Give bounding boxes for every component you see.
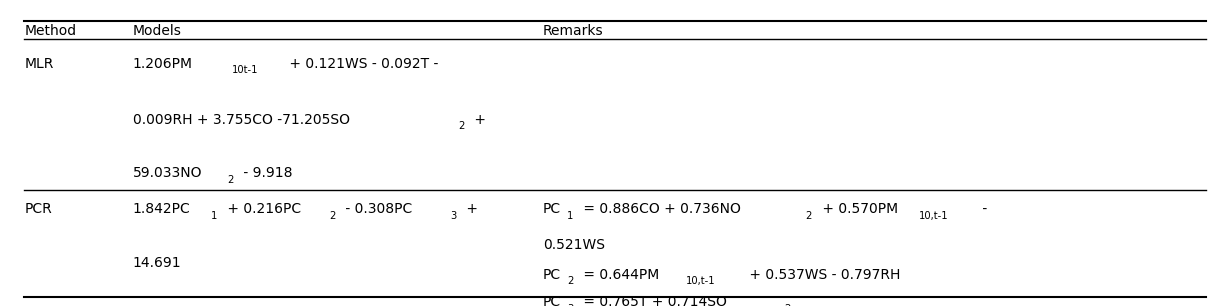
Text: PCR: PCR (25, 203, 52, 216)
Text: Remarks: Remarks (542, 24, 603, 38)
Text: PC: PC (542, 296, 561, 306)
Text: 1.206PM: 1.206PM (133, 57, 193, 71)
Text: = 0.644PM: = 0.644PM (579, 267, 659, 282)
Text: PC: PC (542, 203, 561, 216)
Text: 2: 2 (784, 304, 790, 306)
Text: = 0.765T + 0.714SO: = 0.765T + 0.714SO (579, 296, 727, 306)
Text: 2: 2 (806, 211, 812, 221)
Text: 2: 2 (567, 276, 573, 286)
Text: + 0.537WS - 0.797RH: + 0.537WS - 0.797RH (745, 267, 900, 282)
Text: 10t-1: 10t-1 (231, 65, 258, 76)
Text: + 0.216PC: + 0.216PC (224, 203, 301, 216)
Text: Models: Models (133, 24, 182, 38)
Text: MLR: MLR (25, 57, 54, 71)
Text: - 9.918: - 9.918 (239, 166, 293, 181)
Text: PC: PC (542, 267, 561, 282)
Text: - 0.308PC: - 0.308PC (342, 203, 412, 216)
Text: 1: 1 (212, 211, 218, 221)
Text: = 0.886CO + 0.736NO: = 0.886CO + 0.736NO (579, 203, 740, 216)
Text: 59.033NO: 59.033NO (133, 166, 203, 181)
Text: + 0.570PM: + 0.570PM (818, 203, 898, 216)
Text: 10,t-1: 10,t-1 (686, 276, 716, 286)
Text: 3: 3 (567, 304, 573, 306)
Text: +: + (470, 113, 486, 126)
Text: +: + (462, 203, 478, 216)
Text: -: - (978, 203, 988, 216)
Text: + 0.121WS - 0.092T -: + 0.121WS - 0.092T - (284, 57, 438, 71)
Text: 0.521WS: 0.521WS (542, 238, 605, 252)
Text: 14.691: 14.691 (133, 256, 182, 271)
Text: 10,t-1: 10,t-1 (919, 211, 948, 221)
Text: 2: 2 (226, 175, 234, 185)
Text: 3: 3 (450, 211, 456, 221)
Text: 1: 1 (567, 211, 573, 221)
Text: 2: 2 (330, 211, 336, 221)
Text: 1.842PC: 1.842PC (133, 203, 191, 216)
Text: 2: 2 (459, 121, 465, 131)
Text: Method: Method (25, 24, 76, 38)
Text: 0.009RH + 3.755CO -71.205SO: 0.009RH + 3.755CO -71.205SO (133, 113, 349, 126)
